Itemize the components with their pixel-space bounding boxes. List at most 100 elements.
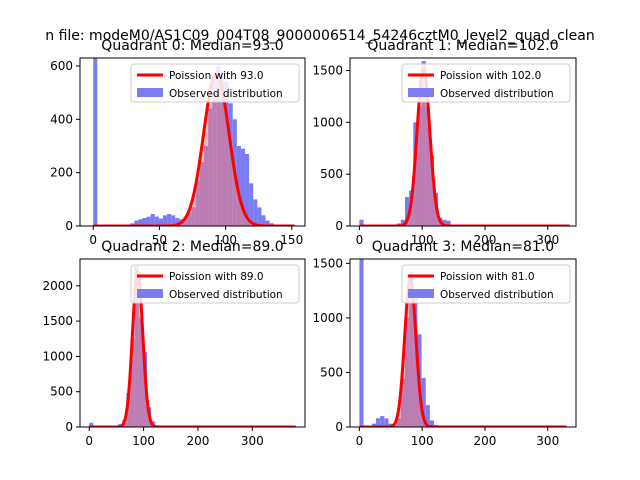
legend-entry-poisson: Poission with 81.0 [440, 271, 535, 283]
histogram-bar [93, 58, 98, 226]
chart-title: Quadrant 3: Median=81.0 [372, 239, 554, 255]
y-tick-label: 200 [50, 166, 73, 180]
legend-entry-observed: Observed distribution [440, 88, 554, 100]
histogram-bar [261, 215, 266, 226]
histogram-bar [134, 220, 139, 226]
histogram-bar [245, 154, 250, 226]
legend: Poission with 81.0 Observed distribution [401, 264, 571, 304]
legend-patch-swatch [408, 88, 434, 97]
poisson-line [359, 276, 567, 427]
histogram-bar [138, 219, 143, 226]
histogram-bar [400, 219, 405, 226]
y-tick-label: 500 [50, 385, 73, 399]
x-tick-label: 100 [411, 434, 434, 448]
x-tick-label: 300 [536, 434, 559, 448]
plot-area [359, 259, 567, 427]
legend-box [130, 264, 300, 304]
subplot-quadrant-1: Quadrant 1: Median=102.0 0 100 200 300 0 500 10… [312, 38, 577, 247]
chart-title: Quadrant 2: Median=89.0 [101, 239, 283, 255]
axes-frame [79, 57, 306, 227]
legend-entry-poisson: Poission with 102.0 [440, 70, 541, 82]
histogram-bar [380, 416, 385, 427]
y-tick-label: 0 [335, 219, 343, 233]
x-tick-label: 100 [214, 233, 237, 247]
x-tick-label: 300 [241, 434, 264, 448]
legend-box [401, 63, 571, 103]
histogram-bar [404, 196, 410, 226]
y-tick-label: 0 [335, 420, 343, 434]
legend: Poission with 102.0 Observed distribution [401, 63, 571, 103]
histogram-bar [446, 220, 451, 226]
histogram-bar [375, 418, 381, 427]
legend-patch-swatch [137, 88, 163, 97]
y-tick-label: 1500 [312, 63, 343, 77]
y-tick-label: 500 [320, 167, 343, 181]
x-tick-label: 200 [474, 434, 497, 448]
legend: Poission with 93.0 Observed distribution [130, 63, 300, 103]
y-tick-label: 1000 [42, 349, 73, 363]
y-tick-label: 1500 [312, 256, 343, 270]
histogram-bar [429, 420, 434, 427]
x-tick-label: 50 [152, 233, 167, 247]
histogram-bar [162, 215, 168, 226]
legend-entry-poisson: Poission with 93.0 [169, 70, 264, 82]
axes-frame [349, 258, 577, 428]
x-tick-label: 150 [280, 233, 303, 247]
histogram-bar [384, 418, 389, 427]
legend-box [130, 63, 300, 103]
chart-title: Quadrant 0: Median=93.0 [101, 38, 283, 54]
histogram-bar [236, 146, 241, 226]
histogram-bar [171, 215, 176, 226]
y-tick-label: 1500 [42, 314, 73, 328]
subplot-quadrant-2: Quadrant 2: Median=89.0 0 100 200 300 0 500 100… [42, 239, 306, 448]
subplot-grid: Quadrant 0: Median=93.00 50 100 15002004006… [42, 38, 577, 448]
y-tick-label: 0 [65, 420, 73, 434]
legend: Poission with 89.0 Observed distribution [130, 264, 300, 304]
histogram-bar [425, 405, 430, 427]
x-tick-label: 200 [474, 233, 497, 247]
histogram-bar [257, 207, 262, 226]
histogram-bar [142, 218, 147, 226]
plot-area [93, 58, 295, 226]
histogram-bar [421, 377, 426, 427]
histogram-bar [167, 214, 172, 226]
histogram-bar [359, 219, 364, 226]
plot-area [89, 266, 296, 427]
y-tick-label: 600 [50, 59, 73, 73]
axes-frame [79, 258, 306, 428]
chart-title: Quadrant 1: Median=102.0 [367, 38, 558, 54]
y-tick-label: 1000 [312, 115, 343, 129]
histogram-bar [154, 216, 159, 226]
y-tick-label: 400 [50, 112, 73, 126]
legend-entry-observed: Observed distribution [169, 289, 283, 301]
x-tick-label: 200 [186, 434, 209, 448]
poisson-fill [359, 278, 567, 427]
x-tick-label: 0 [356, 233, 364, 247]
subplot-quadrant-3: Quadrant 3: Median=81.0 0 100 200 300 0 500 100… [312, 239, 577, 448]
poisson-line [89, 269, 296, 427]
histogram-bar [371, 423, 376, 427]
legend-entry-poisson: Poission with 89.0 [169, 271, 264, 283]
histogram-bar [249, 183, 254, 226]
subplot-quadrant-0: Quadrant 0: Median=93.0 0 50 100 150 0 200 400 6… [50, 38, 306, 247]
legend-entry-observed: Observed distribution [169, 88, 283, 100]
axes-frame [349, 57, 577, 227]
histogram-bar [150, 214, 155, 226]
histogram-bar [89, 422, 94, 427]
histogram-bar [442, 219, 447, 226]
figure-suptitle: n file: modeM0/AS1C09_004T08_9000006514_… [45, 28, 594, 44]
y-tick-label: 500 [320, 365, 343, 379]
x-tick-label: 0 [356, 434, 364, 448]
histogram-bar [146, 216, 151, 226]
histogram-bar [175, 218, 180, 226]
y-tick-label: 0 [65, 219, 73, 233]
y-tick-label: 1000 [312, 311, 343, 325]
x-tick-label: 0 [85, 434, 93, 448]
legend-box [401, 264, 571, 304]
histogram-bar [158, 218, 163, 226]
histogram-bar [240, 148, 246, 226]
x-tick-label: 300 [536, 233, 559, 247]
legend-entry-observed: Observed distribution [440, 289, 554, 301]
histogram-bar [359, 259, 364, 427]
